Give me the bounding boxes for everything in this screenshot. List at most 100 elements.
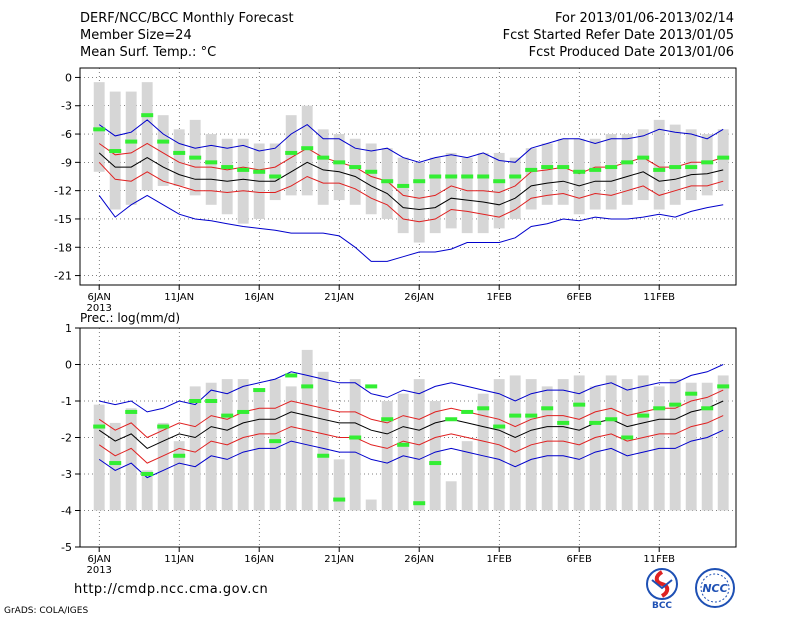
x-tick-label: 16JAN — [244, 292, 274, 303]
series-line-max — [99, 364, 724, 413]
x-tick-label: 1FEB — [487, 554, 512, 565]
spread-box — [509, 375, 521, 511]
spread-box — [237, 379, 249, 511]
spread-box — [589, 386, 601, 511]
spread-box — [605, 134, 617, 210]
spread-box — [621, 134, 633, 205]
y-tick-label: -18 — [54, 241, 72, 254]
spread-box — [333, 459, 345, 511]
spread-box — [397, 393, 409, 511]
spread-box — [557, 379, 569, 511]
x-tick-label: 6FEB — [567, 292, 592, 303]
spread-box — [125, 408, 137, 511]
spread-box — [637, 129, 649, 201]
spread-box — [365, 143, 377, 215]
spread-box — [573, 138, 585, 215]
spread-box — [317, 371, 329, 511]
spread-box — [477, 152, 489, 234]
spread-box — [317, 129, 329, 205]
y-tick-label: -5 — [61, 541, 72, 554]
x-tick-label: 11JAN — [164, 554, 194, 565]
spread-box — [141, 82, 153, 191]
header-left: DERF/NCC/BCC Monthly Forecast Member Siz… — [80, 10, 294, 61]
spread-box — [445, 481, 457, 511]
series-line-upper — [98, 389, 724, 439]
produced-date: Fcst Produced Date 2013/01/06 — [528, 45, 734, 60]
spread-box — [445, 152, 457, 229]
spread-box — [493, 152, 505, 229]
series-line-mean — [98, 152, 724, 211]
bcc-logo: BCC — [646, 568, 678, 610]
x-tick-label: 26JAN — [404, 292, 434, 303]
spread-box — [685, 382, 697, 511]
x-tick-label: 11FEB — [643, 292, 675, 303]
spread-box — [205, 134, 217, 205]
spread-box — [173, 441, 185, 511]
spread-box — [285, 386, 297, 511]
spread-box — [461, 441, 473, 511]
y-tick-label: -1 — [61, 395, 72, 408]
spread-box — [621, 379, 633, 511]
x-tick-label: 6JAN — [87, 554, 110, 565]
variable-label: Mean Surf. Temp.: °C — [80, 45, 217, 60]
spread-box — [717, 375, 729, 511]
x-tick-label: 11JAN — [164, 292, 194, 303]
spread-box — [541, 386, 553, 511]
y-tick-label: -21 — [54, 270, 72, 283]
y-tick-label: -3 — [61, 468, 72, 481]
x-tick-label: 21JAN — [324, 292, 354, 303]
x-tick-label: 21JAN — [324, 554, 354, 565]
x-tick-label: 6FEB — [567, 554, 592, 565]
y-tick-label: 0 — [65, 71, 72, 84]
spread-box — [525, 148, 537, 210]
y-tick-label: 0 — [65, 359, 72, 372]
spread-box — [333, 134, 345, 201]
spread-box — [157, 422, 169, 511]
spread-box — [653, 119, 665, 210]
spread-box — [285, 115, 297, 196]
chart-panel-1: 0 -3 -6 -9 -12 -15 -18 -21 6JAN 11JAN 16JAN 21JAN 26… — [54, 67, 737, 314]
year-label: 2013 — [86, 565, 111, 576]
spread-box — [701, 134, 713, 196]
y-tick-label: -3 — [61, 100, 72, 113]
x-tick-label: 6JAN — [87, 292, 110, 303]
spread-box — [701, 382, 713, 511]
spread-box — [669, 124, 681, 205]
spread-box — [349, 379, 361, 511]
source-url: http://cmdp.ncc.cma.gov.cn — [74, 582, 269, 597]
spread-box — [573, 375, 585, 511]
spread-box — [365, 499, 377, 511]
spread-box — [109, 422, 121, 511]
spread-box — [509, 157, 521, 219]
grads-credit: GrADS: COLA/IGES — [4, 606, 89, 616]
spread-box — [205, 382, 217, 511]
x-tick-label: 16JAN — [244, 554, 274, 565]
spread-box — [381, 401, 393, 511]
spread-box — [125, 91, 137, 205]
spread-box — [669, 379, 681, 511]
spread-box — [605, 375, 617, 511]
series-line-mean — [98, 400, 724, 449]
series-line-min — [98, 194, 724, 262]
spread-box — [413, 162, 425, 243]
forecast-period: For 2013/01/06-2013/02/14 — [555, 11, 734, 26]
series-line-max — [98, 119, 724, 163]
spread-box — [589, 138, 601, 210]
series-line-upper — [98, 142, 724, 199]
spread-box — [157, 115, 169, 186]
chart-title: DERF/NCC/BCC Monthly Forecast — [80, 11, 294, 26]
spread-box — [221, 138, 233, 215]
chart-panel-2: 1 0 -1 -2 -3 -4 -5 6JAN 11JAN 16JAN 21JAN 26JAN 1FEB… — [61, 311, 737, 576]
started-date: Fcst Started Refer Date 2013/01/05 — [502, 28, 734, 43]
spread-box — [685, 129, 697, 201]
spread-box — [349, 138, 361, 205]
spread-box — [717, 129, 729, 191]
spread-box — [141, 470, 153, 511]
spread-box — [461, 157, 473, 234]
agency-logos: BCC NCC — [646, 568, 735, 610]
spread-box — [557, 138, 569, 205]
spread-box — [269, 143, 281, 201]
bcc-logo-text: BCC — [652, 601, 672, 610]
series-line-lower — [98, 161, 724, 223]
